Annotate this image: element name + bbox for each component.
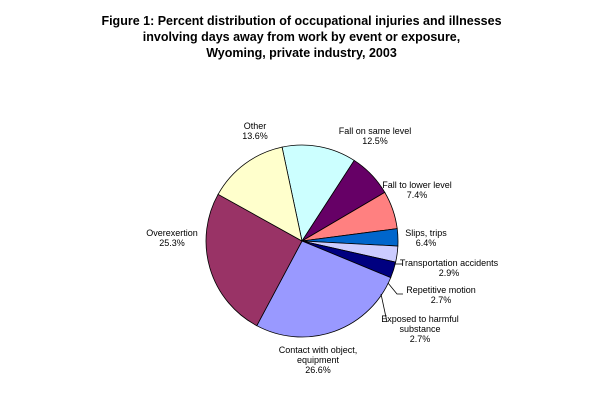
slice-name-exposed-to-harmful-substance: Exposed to harmful substance — [381, 314, 459, 334]
slice-value-fall-to-lower-level: 7.4% — [407, 190, 428, 200]
slice-value-repetitive-motion: 2.7% — [431, 295, 452, 305]
pie-slice-contact-with-object-equipment — [256, 240, 392, 338]
leader-line-exposed-to-harmful-substance — [380, 293, 388, 323]
slice-value-other: 13.6% — [242, 131, 268, 141]
leader-line-repetitive-motion — [387, 282, 403, 295]
pie-slice-fall-on-same-level — [281, 144, 355, 243]
slice-value-transportation-accidents: 2.9% — [439, 268, 460, 278]
slice-name-transportation-accidents: Transportation accidents — [400, 258, 499, 268]
slice-value-contact-with-object-equipment: 26.6% — [305, 365, 331, 375]
slice-name-fall-on-same-level: Fall on same level — [339, 126, 412, 136]
pie-slice-other — [217, 146, 303, 242]
slice-value-fall-on-same-level: 12.5% — [362, 136, 388, 146]
slice-value-overexertion: 25.3% — [159, 238, 185, 248]
slice-value-slips-trips: 6.4% — [416, 238, 437, 248]
chart-title-line-2: involving days away from work by event o… — [142, 30, 461, 44]
slice-name-other: Other — [244, 121, 267, 131]
slice-name-repetitive-motion: Repetitive motion — [406, 285, 476, 295]
chart-title: Figure 1: Percent distribution of occupa… — [0, 13, 603, 61]
chart-title-line-3: Wyoming, private industry, 2003 — [206, 46, 397, 60]
slice-name-contact-with-object-equipment: Contact with object, equipment — [279, 345, 358, 365]
chart-title-line-1: Figure 1: Percent distribution of occupa… — [101, 14, 502, 28]
slice-name-overexertion: Overexertion — [146, 228, 198, 238]
pie-slice-overexertion — [205, 193, 303, 327]
slice-value-exposed-to-harmful-substance: 2.7% — [410, 334, 431, 344]
slice-name-slips-trips: Slips, trips — [405, 228, 447, 238]
slice-name-fall-to-lower-level: Fall to lower level — [382, 180, 452, 190]
